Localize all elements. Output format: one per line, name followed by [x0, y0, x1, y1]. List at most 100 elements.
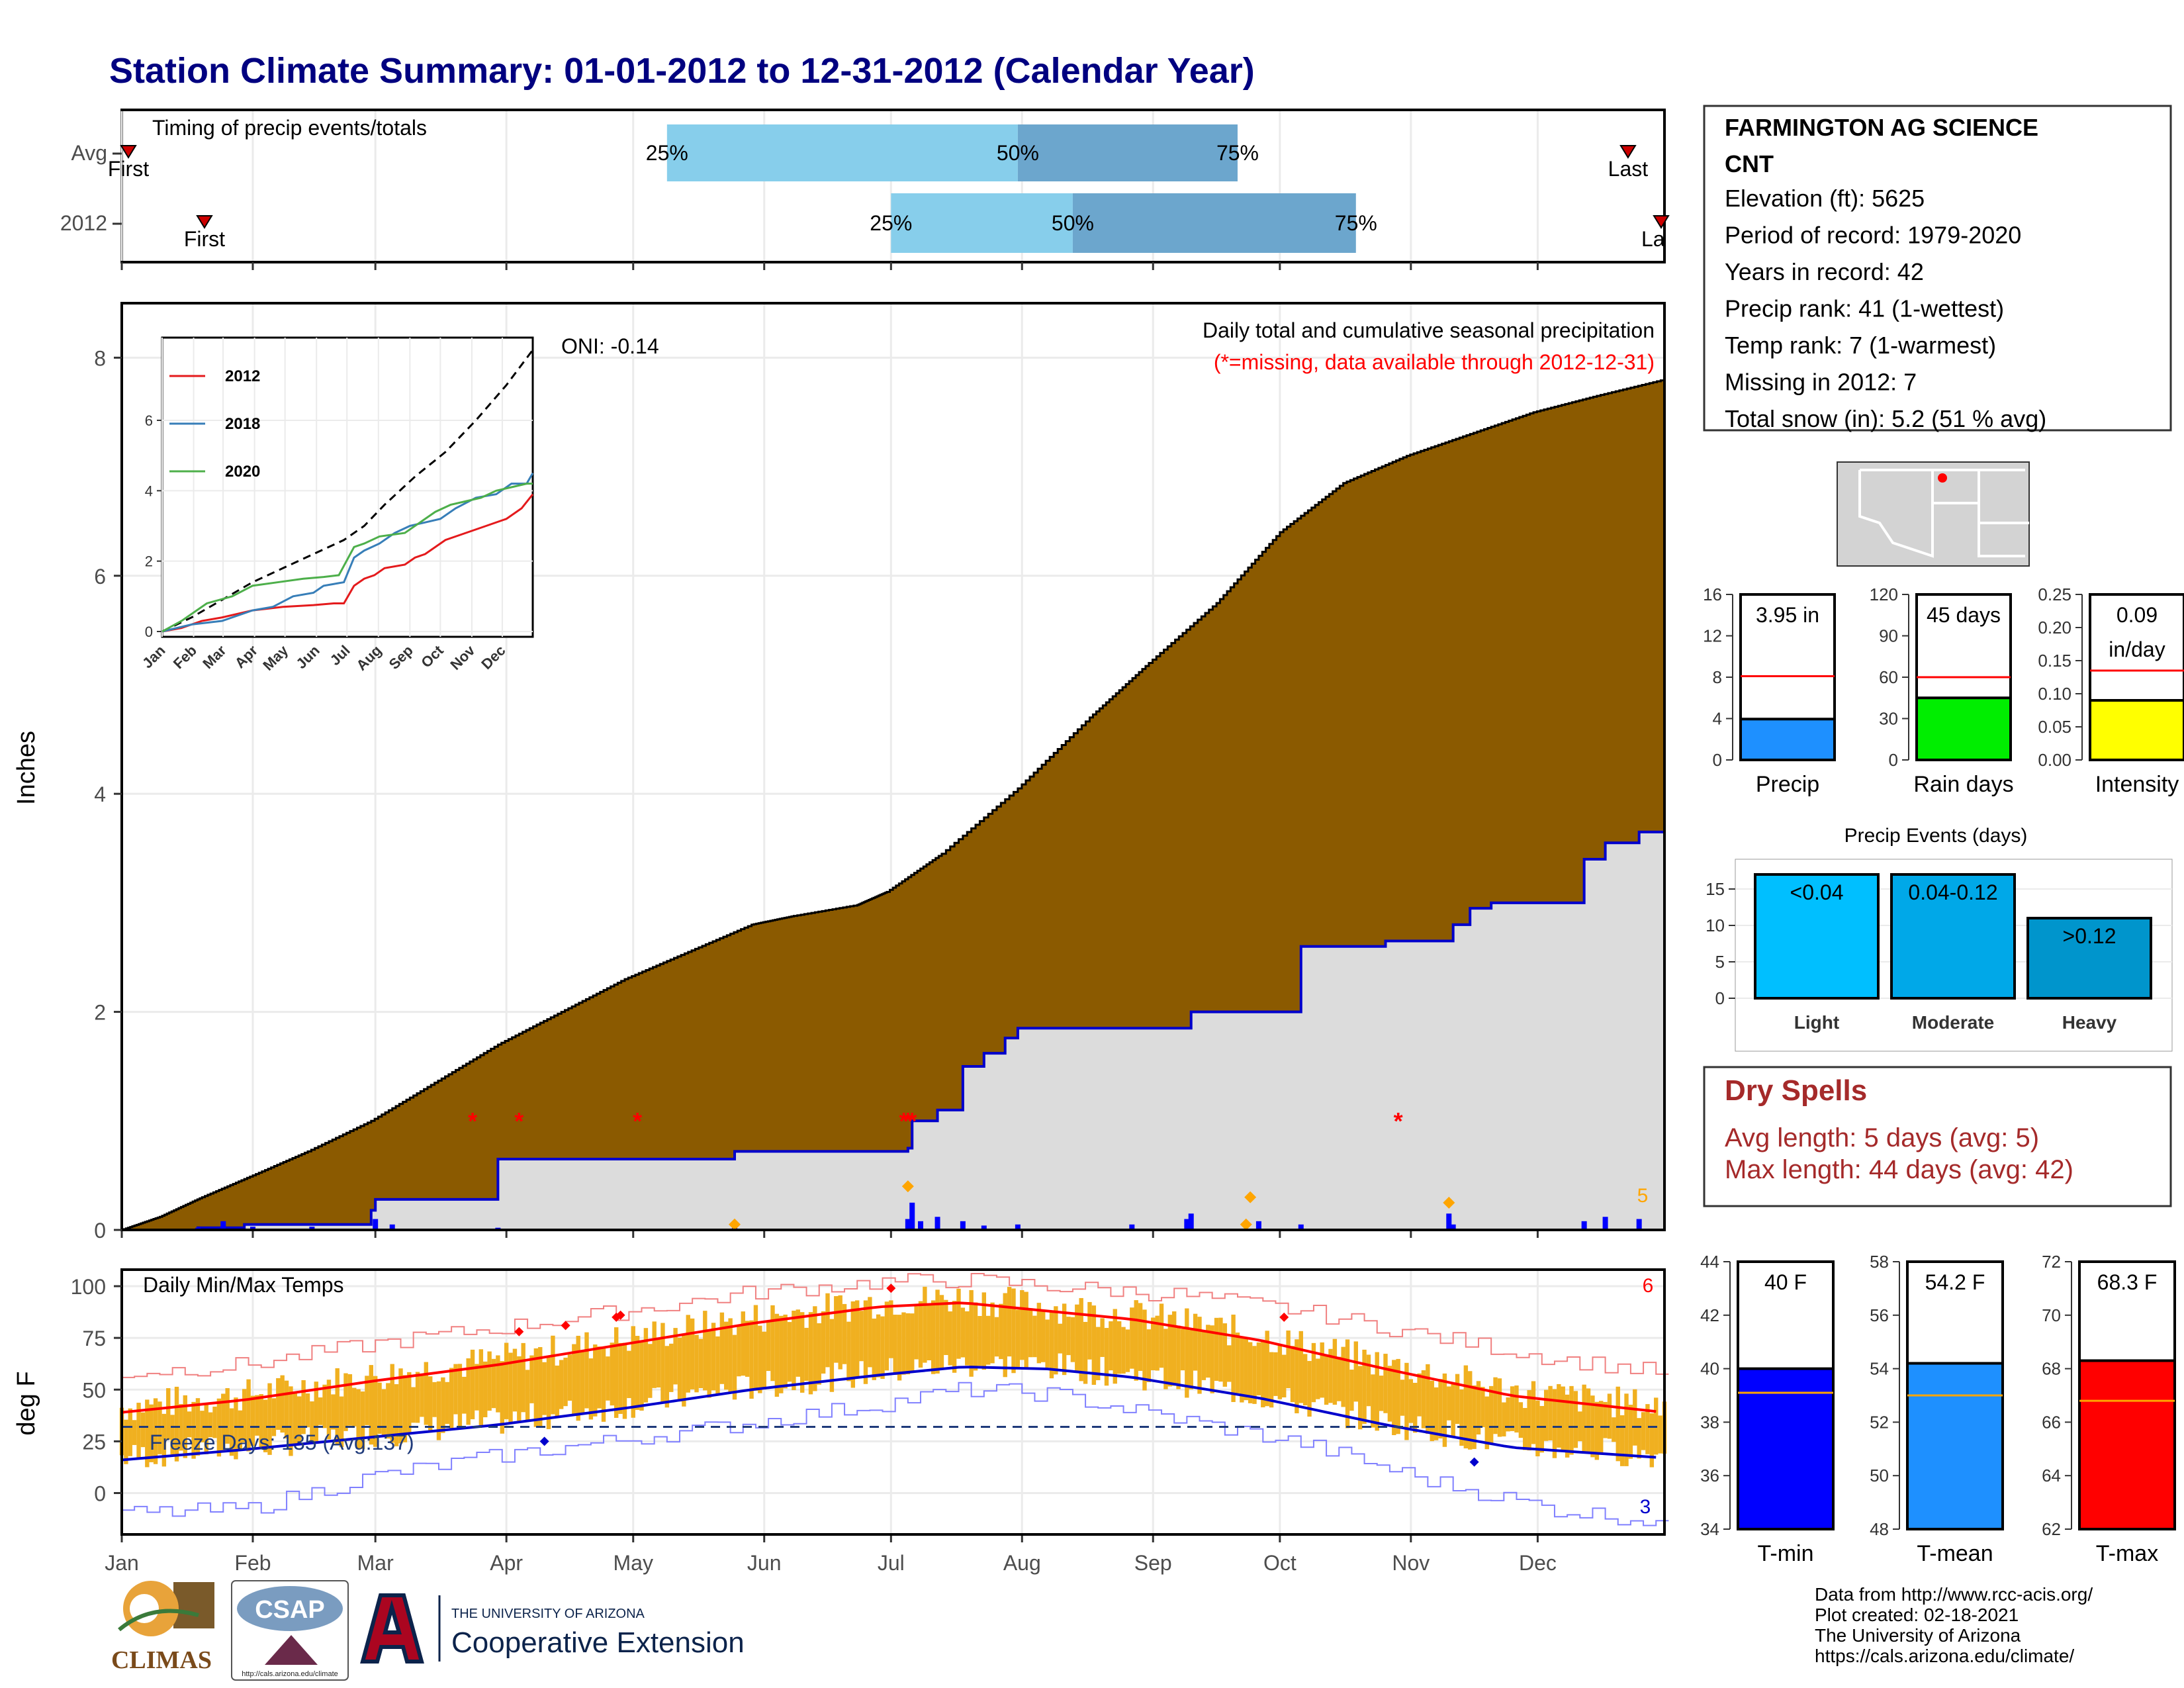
daily-temp-bar-84	[470, 1349, 475, 1419]
daily-temp-bar-64	[386, 1383, 390, 1439]
temp-summary-label-0: T-min	[1758, 1541, 1814, 1566]
daily-temp-bar-336	[1535, 1400, 1540, 1457]
daily-temp-bar-60	[369, 1365, 373, 1445]
daily-precip-bar-10	[918, 1221, 924, 1230]
daily-temp-bar-310	[1426, 1364, 1430, 1434]
daily-temp-bar-140	[707, 1331, 711, 1398]
daily-temp-bar-163	[804, 1327, 809, 1381]
cumulative-2012-line	[122, 799, 1666, 1231]
daily-temp-bar-180	[876, 1314, 881, 1378]
daily-temp-bar-237	[1116, 1321, 1122, 1374]
daily-temp-bar-255	[1193, 1313, 1198, 1371]
daily-temp-bar-68	[402, 1375, 408, 1442]
temps-ytick-label-4: 100	[71, 1275, 106, 1299]
daily-temp-bar-149	[745, 1321, 750, 1377]
daily-temp-bar-157	[779, 1315, 784, 1393]
daily-temp-bar-114	[597, 1346, 602, 1409]
daily-temp-bar-350	[1594, 1401, 1600, 1460]
daily-precip-bar-24	[1636, 1219, 1642, 1230]
events-category-Heavy: Heavy	[2062, 1012, 2117, 1033]
daily-temp-bar-57	[356, 1389, 361, 1449]
daily-temp-bar-20	[200, 1411, 205, 1442]
daily-temp-bar-228	[1079, 1297, 1083, 1382]
daily-temp-bar-74	[428, 1376, 433, 1433]
daily-temp-bar-189	[914, 1306, 919, 1360]
daily-temp-bar-345	[1573, 1391, 1578, 1448]
inset-legend-label-2012: 2012	[225, 367, 260, 385]
daily-temp-bar-93	[508, 1352, 513, 1424]
csap-logo: CSAP http://cals.arizona.edu/climate	[231, 1580, 349, 1681]
daily-temp-bar-185	[897, 1315, 902, 1381]
daily-temp-bar-363	[1649, 1413, 1655, 1468]
daily-temp-bar-246	[1155, 1315, 1160, 1371]
month-label-Apr: Apr	[490, 1551, 523, 1575]
daily-temp-bar-129	[660, 1323, 665, 1403]
precip-diamond-2	[1240, 1218, 1252, 1231]
daily-temp-bar-138	[698, 1338, 704, 1388]
daily-temp-bar-362	[1645, 1404, 1650, 1454]
daily-temp-bar-99	[533, 1348, 539, 1427]
month-axis-labels: Jan Feb Mar Apr May Jun Jul Aug Sep Oct Nov Dec	[105, 1551, 1557, 1575]
daily-temp-bar-2	[124, 1419, 128, 1464]
precip-summary-ytick-label-0-1: 4	[1713, 709, 1722, 729]
daily-temp-bar-298	[1375, 1352, 1379, 1431]
dry-spells-max: Max length: 44 days (avg: 42)	[1725, 1155, 2073, 1184]
precip-summary-bar-1	[1915, 696, 2012, 761]
credit-line-3: https://cals.arizona.edu/climate/	[1815, 1646, 2074, 1666]
daily-temp-bar-190	[918, 1301, 923, 1368]
daily-temp-bar-21	[204, 1403, 208, 1454]
daily-temp-bar-250	[1171, 1311, 1177, 1386]
precip-summary-ytick-label-1-2: 60	[1879, 667, 1898, 687]
daily-temp-bar-327	[1497, 1378, 1502, 1437]
daily-temp-bar-333	[1523, 1407, 1527, 1450]
daily-temp-bar-304	[1400, 1380, 1405, 1416]
daily-temp-bar-152	[758, 1325, 762, 1393]
daily-temp-bar-280	[1298, 1331, 1303, 1403]
daily-temp-bar-317	[1455, 1374, 1460, 1425]
inset-ytick-label-3: 6	[145, 412, 153, 429]
daily-temp-bar-343	[1565, 1394, 1570, 1458]
daily-temp-bar-337	[1539, 1405, 1544, 1453]
daily-temp-bar-229	[1083, 1321, 1088, 1384]
precip-summary-label-0: Precip	[1756, 772, 1819, 797]
events-ytick-label-2: 10	[1706, 915, 1725, 935]
events-bar-Heavy	[2026, 917, 2152, 1000]
temp-summary-ytick-label-1-0: 48	[1870, 1519, 1889, 1539]
daily-temp-bar-70	[411, 1387, 416, 1423]
daily-precip-bar-13	[981, 1225, 987, 1230]
month-label-Jul: Jul	[878, 1551, 905, 1575]
temp-summary-ytick-label-0-3: 40	[1700, 1359, 1719, 1379]
daily-temp-bar-318	[1459, 1389, 1464, 1446]
daily-temp-bar-284	[1316, 1358, 1320, 1399]
daily-temp-bar-335	[1531, 1381, 1536, 1444]
daily-temp-bar-330	[1510, 1386, 1515, 1431]
missing-day-marker-1: *	[514, 1107, 523, 1135]
daily-temp-bar-187	[905, 1313, 911, 1375]
daily-temp-bar-55	[347, 1374, 353, 1426]
precip-summary-bar-2	[2089, 699, 2184, 761]
daily-temp-bar-316	[1451, 1383, 1455, 1437]
daily-temp-bar-147	[737, 1324, 741, 1377]
daily-temp-bar-144	[724, 1321, 729, 1390]
missing-day-marker-4: *	[903, 1107, 913, 1135]
ua-a-icon	[360, 1593, 424, 1664]
precip-summary-ytick-label-0-3: 12	[1703, 626, 1722, 646]
temp-summary-ytick-label-2-5: 72	[2042, 1252, 2061, 1272]
daily-temp-bar-33	[255, 1395, 259, 1436]
daily-temp-bar-91	[500, 1361, 504, 1434]
daily-temp-bar-222	[1054, 1306, 1058, 1375]
credit-line-2: The University of Arizona	[1815, 1625, 2021, 1646]
daily-temp-bar-278	[1290, 1346, 1295, 1403]
daily-temp-bar-302	[1392, 1360, 1396, 1435]
daily-temp-bar-273	[1269, 1352, 1274, 1408]
temp-summary-ytick-label-1-5: 58	[1870, 1252, 1889, 1272]
temps-panel: 0 25 50 75 100 deg F Daily Min/Max Temps Fre…	[13, 1268, 1669, 1575]
daily-temp-bar-287	[1328, 1348, 1333, 1403]
daily-temp-bar-230	[1087, 1301, 1092, 1360]
daily-precip-bar-21	[1450, 1224, 1456, 1230]
daily-temp-bar-209	[999, 1303, 1003, 1360]
daily-temp-bar-322	[1476, 1381, 1481, 1435]
daily-temp-bar-59	[365, 1376, 369, 1425]
daily-temp-bar-92	[504, 1342, 509, 1419]
month-label-Sep: Sep	[1134, 1551, 1172, 1575]
